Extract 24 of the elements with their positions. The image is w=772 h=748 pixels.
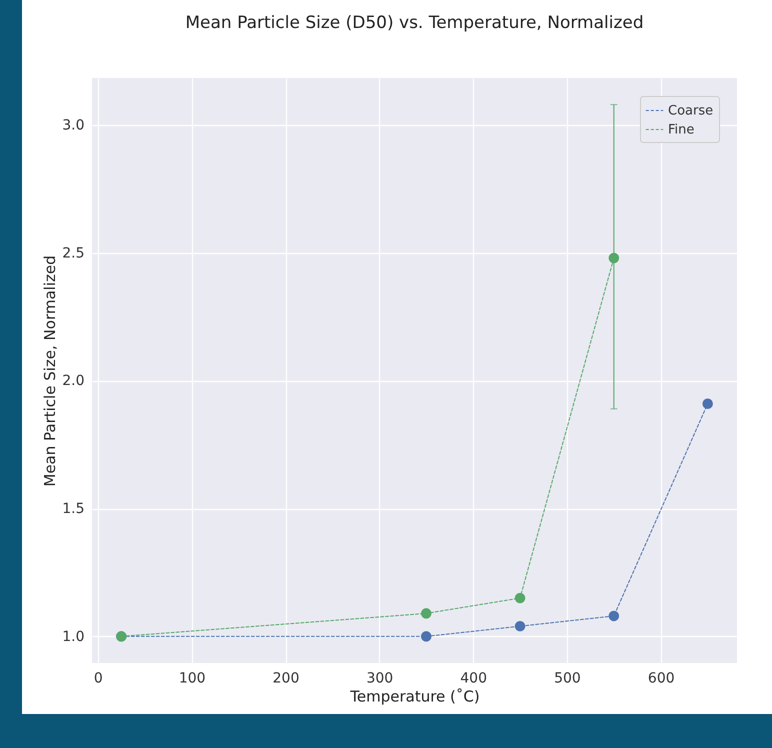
y-tick-label: 1.5: [62, 501, 84, 518]
x-tick-label: 400: [460, 670, 488, 686]
y-axis-title: Mean Particle Size, Normalized: [41, 255, 60, 487]
chart-title: Mean Particle Size (D50) vs. Temperature, Normalized: [185, 13, 644, 33]
x-axis-title: Temperature (˚C): [349, 688, 480, 706]
point: [420, 608, 432, 619]
x-tick-label: 600: [648, 670, 675, 686]
point: [702, 398, 713, 409]
y-tick-label: 2.5: [62, 245, 84, 262]
legend-label: Coarse: [668, 104, 714, 118]
y-tick-label: 3.0: [62, 118, 84, 134]
y-tick-label: 2.0: [62, 373, 84, 390]
point: [514, 620, 526, 632]
x-tick-label: 500: [554, 670, 581, 686]
x-tick-label: 0: [94, 670, 103, 686]
point: [608, 610, 620, 622]
y-tick-label: 1.0: [62, 628, 84, 645]
point: [514, 592, 526, 604]
x-tick-label: 200: [272, 670, 300, 686]
point: [420, 631, 432, 642]
point: [608, 252, 620, 264]
x-tick-label: 100: [178, 670, 206, 686]
legend-label: Fine: [668, 122, 694, 138]
x-tick-label: 300: [366, 670, 394, 686]
